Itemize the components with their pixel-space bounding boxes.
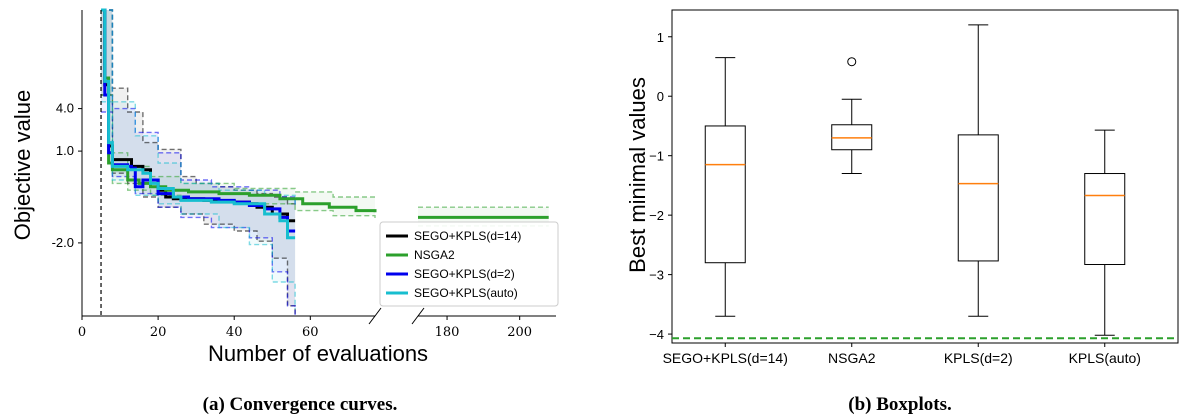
x-tick-label: 180: [435, 325, 460, 340]
y-tick-label: 4.0: [56, 101, 74, 116]
convergence-plot: 0 20 40 60 180 200 4.0 1.0 -2.0 SEGO+KPLS(d=14) NS…: [52, 8, 559, 340]
series-line: [101, 8, 296, 240]
x-tick-label: 0: [78, 325, 86, 340]
x-tick-label: 60: [302, 325, 319, 340]
outlier-point: [847, 57, 857, 67]
y-tick-label: −4: [649, 327, 664, 342]
left-caption: (a) Convergence curves.: [203, 394, 398, 415]
axis-break-mark: [411, 307, 425, 325]
legend-label: SEGO+KPLS(d=2): [414, 267, 515, 281]
box-4: KPLS(auto): [1069, 129, 1141, 366]
band-fill: [101, 10, 296, 316]
y-tick-label: -2.0: [52, 235, 74, 250]
y-tick-label: −2: [649, 208, 664, 223]
boxplot: 1 0 −1 −2 −3 −4 SEGO+KPLS(d=14) NSGA2 KPLS(d=2) K…: [649, 9, 1179, 366]
band-boundary: [101, 94, 296, 316]
box-3: KPLS(d=2): [944, 24, 1013, 366]
y-tick-label: −3: [649, 268, 664, 283]
band-boundary: [101, 9, 296, 208]
x-tick-label: 40: [226, 325, 243, 340]
x-tick-label: 200: [507, 325, 532, 340]
iqr-box: [1084, 173, 1126, 266]
left-y-axis-label: Objective value: [10, 90, 35, 240]
legend-label: SEGO+KPLS(d=14): [414, 229, 521, 243]
right-caption: (b) Boxplots.: [848, 394, 951, 415]
band-fill: [101, 10, 375, 221]
category-label: SEGO+KPLS(d=14): [663, 350, 788, 366]
category-label: KPLS(d=2): [944, 350, 1013, 366]
band-fill: [101, 10, 296, 316]
legend-box: [379, 221, 559, 307]
category-label: NSGA2: [828, 350, 876, 366]
box-2: NSGA2: [828, 57, 876, 366]
plot-frame: [671, 9, 1179, 344]
box-1: SEGO+KPLS(d=14): [663, 57, 788, 366]
x-tick-label: 20: [150, 325, 167, 340]
legend: SEGO+KPLS(d=14) NSGA2 SEGO+KPLS(d=2) SEGO+K…: [379, 221, 559, 307]
y-tick-label: 0: [657, 89, 664, 104]
axis-break-mark: [368, 307, 382, 325]
band-fill: [101, 10, 296, 310]
iqr-box: [957, 134, 999, 262]
legend-label: NSGA2: [414, 248, 455, 262]
left-x-axis-label: Number of evaluations: [208, 341, 428, 366]
y-tick-label: −1: [649, 149, 664, 164]
y-tick-label: 1: [657, 30, 664, 45]
iqr-box: [704, 125, 746, 264]
category-label: KPLS(auto): [1069, 350, 1141, 366]
legend-label: SEGO+KPLS(auto): [414, 286, 518, 300]
right-y-axis-label: Best minimal values: [625, 77, 650, 273]
y-tick-label: 1.0: [56, 143, 74, 158]
